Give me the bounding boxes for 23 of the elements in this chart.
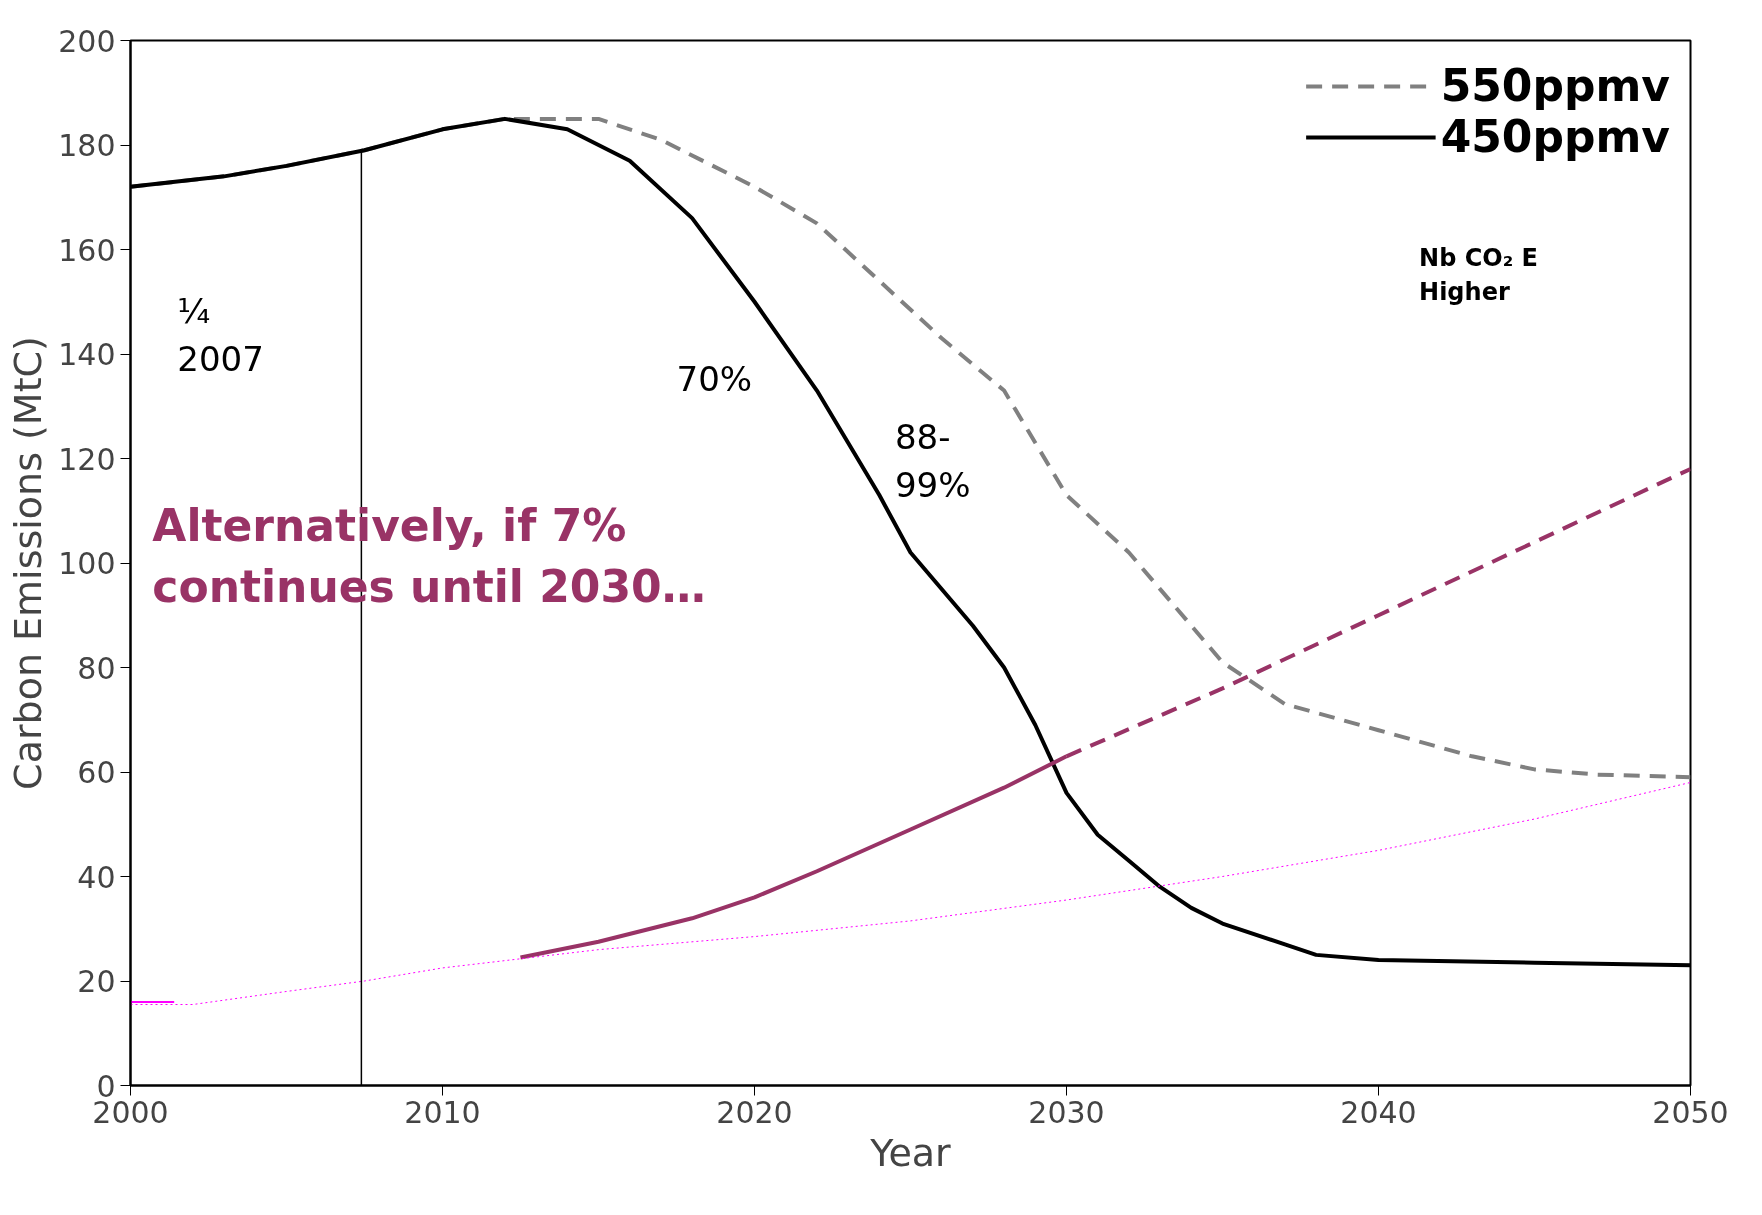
x-tick-label: 2040 (1340, 1094, 1417, 1130)
y-tick-label: 100 (58, 546, 116, 581)
y-axis-title: Carbon Emissions (MtC) (6, 336, 51, 790)
legend-label: 450ppmv (1440, 111, 1670, 162)
x-axis-title: Year (869, 1130, 952, 1175)
legend-label: 550ppmv (1440, 60, 1670, 111)
y-tick-label: 200 (58, 23, 116, 59)
annotation: 70% (676, 359, 753, 400)
y-tick-label: 60 (77, 755, 116, 790)
x-tick-label: 2020 (716, 1094, 793, 1130)
x-tick-label: 2010 (404, 1094, 481, 1130)
y-tick-label: 40 (77, 859, 116, 895)
y-tick-label: 160 (58, 232, 116, 268)
x-tick-label: 2050 (1652, 1094, 1729, 1130)
y-tick-label: 80 (77, 650, 116, 686)
y-tick-label: 20 (77, 964, 116, 999)
annotation: ¼ 2007 (177, 291, 264, 380)
x-tick-label: 2030 (1028, 1094, 1105, 1130)
annotation: 88- 99% (894, 416, 971, 505)
y-tick-label: 120 (58, 441, 116, 477)
y-tick-label: 180 (58, 128, 116, 163)
annotation: Nb CO₂ E Higher (1419, 244, 1538, 306)
y-tick-label: 140 (58, 337, 116, 372)
